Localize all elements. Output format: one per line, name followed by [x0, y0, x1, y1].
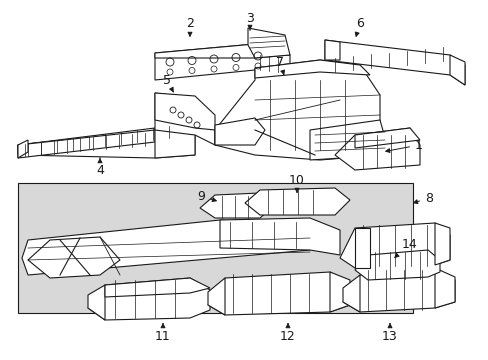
Polygon shape	[105, 278, 209, 297]
Polygon shape	[215, 60, 379, 160]
Polygon shape	[220, 218, 339, 255]
Polygon shape	[334, 128, 419, 170]
Polygon shape	[244, 188, 349, 215]
Bar	[18, 183, 412, 313]
Text: 1: 1	[385, 139, 422, 153]
Polygon shape	[215, 118, 264, 145]
Text: 4: 4	[96, 158, 104, 176]
Text: 10: 10	[288, 174, 305, 192]
Polygon shape	[155, 93, 215, 145]
Polygon shape	[18, 140, 28, 158]
Polygon shape	[329, 272, 349, 312]
Text: 13: 13	[381, 324, 397, 342]
Polygon shape	[28, 237, 120, 278]
Polygon shape	[434, 223, 449, 265]
Polygon shape	[18, 130, 155, 158]
Text: 3: 3	[245, 12, 253, 30]
Polygon shape	[155, 128, 195, 158]
Text: 14: 14	[394, 238, 417, 257]
Text: 8: 8	[413, 192, 432, 204]
Text: 6: 6	[355, 17, 363, 36]
Polygon shape	[354, 128, 419, 148]
Polygon shape	[88, 285, 105, 320]
Text: 9: 9	[197, 189, 216, 202]
Polygon shape	[342, 268, 454, 312]
Polygon shape	[325, 40, 339, 60]
Polygon shape	[155, 93, 215, 130]
Polygon shape	[354, 228, 369, 268]
Text: 7: 7	[275, 55, 284, 75]
Polygon shape	[22, 220, 309, 275]
Polygon shape	[155, 44, 289, 80]
Polygon shape	[339, 223, 449, 268]
Polygon shape	[309, 120, 389, 160]
Polygon shape	[434, 268, 454, 308]
Polygon shape	[18, 130, 195, 158]
Text: 2: 2	[185, 17, 194, 36]
Polygon shape	[88, 278, 209, 320]
Text: 11: 11	[155, 324, 170, 342]
Polygon shape	[254, 60, 369, 78]
Polygon shape	[207, 278, 224, 315]
Polygon shape	[18, 128, 195, 147]
Polygon shape	[207, 272, 349, 315]
Polygon shape	[247, 28, 289, 58]
Polygon shape	[354, 250, 439, 280]
Text: 12: 12	[280, 324, 295, 342]
Polygon shape	[155, 44, 289, 58]
Polygon shape	[342, 275, 359, 312]
Polygon shape	[325, 40, 464, 85]
Polygon shape	[449, 55, 464, 85]
Text: 5: 5	[163, 73, 173, 92]
Polygon shape	[200, 193, 274, 218]
